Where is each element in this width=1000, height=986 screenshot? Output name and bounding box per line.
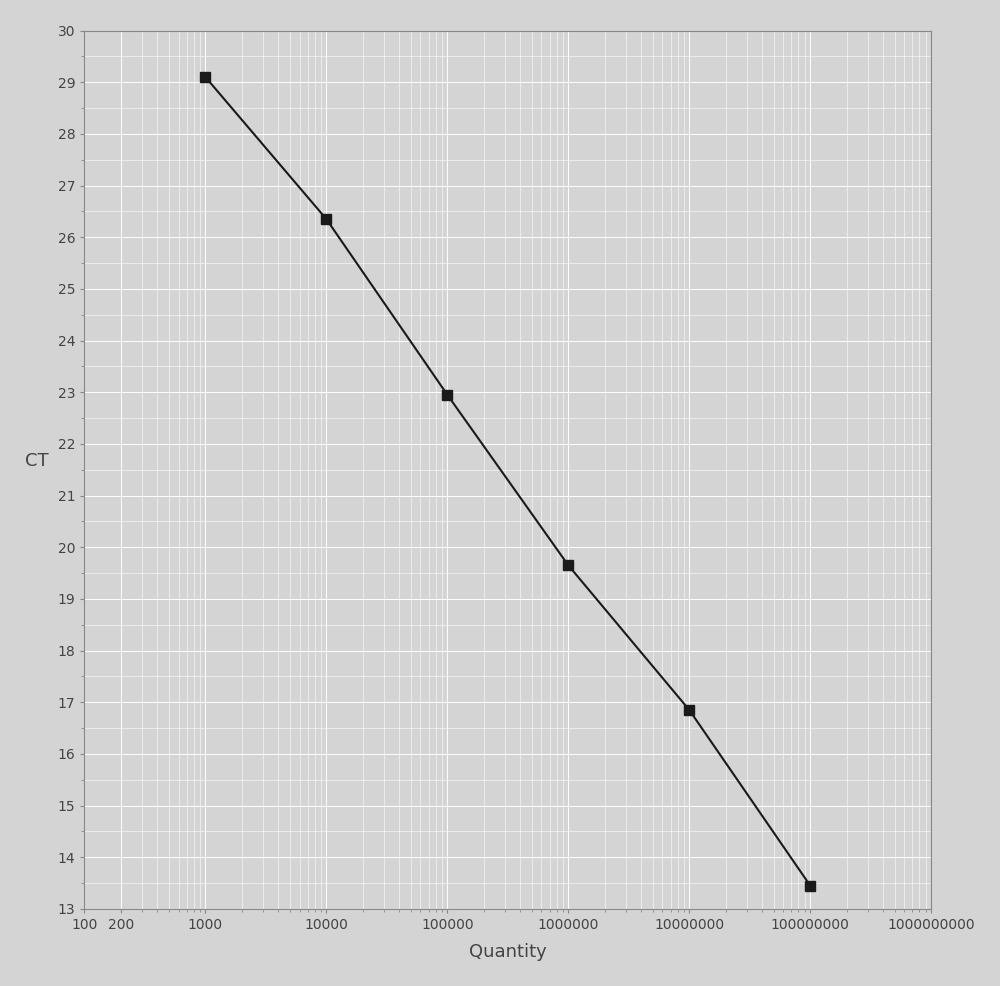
X-axis label: Quantity: Quantity [469,943,547,961]
Y-axis label: CT: CT [25,452,49,469]
